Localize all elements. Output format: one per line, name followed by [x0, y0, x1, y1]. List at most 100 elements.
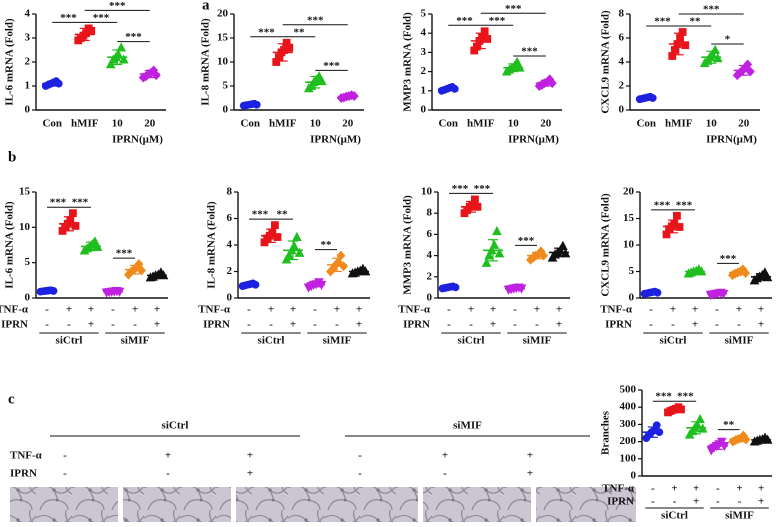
significance-label: ** [690, 16, 702, 28]
condition-mark: - [535, 319, 539, 331]
subgroup-label: siCtrl [661, 510, 688, 522]
x-tick-label: Con [42, 118, 62, 130]
panel-label: b [8, 149, 16, 165]
condition-mark: - [133, 319, 137, 331]
dot [116, 42, 126, 52]
y-tick-label: 4 [227, 239, 233, 251]
significance-label: *** [307, 14, 324, 26]
y-tick-label: 20 [217, 8, 229, 20]
condition-mark: + [88, 319, 94, 331]
y-tick-label: 10 [623, 239, 635, 251]
dot [673, 211, 681, 220]
y-axis-label: IL-8 mRNA (Fold) [206, 201, 218, 289]
y-tick-label: 0 [427, 292, 433, 304]
y-axis-label: IL-6 mRNA (Fold) [4, 18, 16, 106]
y-tick-label: 5 [223, 80, 229, 92]
y-tick-label: 15 [19, 186, 31, 198]
condition-mark: + [165, 450, 171, 462]
y-axis-label: MMP3 mRNA (Fold) [402, 12, 414, 112]
subgroup-label: siMIF [523, 335, 552, 347]
dot [492, 225, 502, 236]
significance-label: ** [723, 419, 735, 431]
condition-mark: + [758, 496, 764, 508]
condition-mark: + [490, 319, 496, 331]
y-tick-label: 10 [217, 56, 229, 68]
significance-label: *** [60, 12, 77, 24]
y-tick-label: 5 [421, 8, 427, 20]
condition-mark: + [692, 304, 698, 316]
x-tick-label: hMIF [269, 118, 297, 130]
y-tick-label: 4 [427, 249, 433, 261]
condition-mark: + [290, 304, 296, 316]
micrographs [10, 487, 636, 522]
subgroup-label: siCtrl [56, 335, 83, 347]
significance-label: *** [654, 16, 671, 28]
significance-label: *** [109, 0, 126, 12]
panel-label: a [202, 0, 210, 13]
condition-label: TNF-α [0, 304, 29, 316]
condition-mark: + [736, 483, 742, 495]
micrograph [423, 487, 531, 522]
significance-label: *** [93, 12, 110, 24]
x-group-label: IPRN(μM) [310, 134, 361, 146]
condition-label: TNF-α [398, 304, 431, 316]
condition-mark: + [693, 496, 699, 508]
dot [558, 240, 568, 250]
condition-mark: - [738, 496, 742, 508]
y-tick-label: 3 [421, 46, 427, 58]
condition-mark: - [469, 319, 473, 331]
y-tick-label: 10 [19, 221, 31, 233]
condition-mark: + [268, 304, 274, 316]
y-axis-label: MMP3 mRNA (Fold) [402, 195, 414, 295]
x-tick-label: 20 [144, 118, 156, 130]
dot [494, 248, 505, 258]
condition-mark: + [693, 483, 699, 495]
y-tick-label: 500 [620, 384, 637, 396]
y-tick-label: 200 [620, 435, 637, 447]
dot [90, 236, 100, 246]
condition-mark: - [671, 319, 675, 331]
significance-label: *** [323, 60, 340, 72]
dot [480, 27, 489, 36]
y-tick-label: 0 [631, 470, 637, 482]
condition-label: TNF-α [600, 304, 633, 316]
condition-mark: + [736, 304, 742, 316]
condition-mark: + [154, 304, 160, 316]
y-tick-label: 1 [421, 84, 427, 96]
y-tick-label: 3 [25, 32, 31, 44]
condition-mark: + [556, 319, 562, 331]
y-tick-label: 1 [25, 80, 31, 92]
micrograph [310, 487, 418, 522]
dot [695, 413, 705, 424]
condition-mark: - [358, 468, 362, 480]
condition-mark: - [111, 319, 115, 331]
significance-label: *** [474, 183, 491, 195]
condition-mark: - [166, 468, 170, 480]
condition-mark: + [132, 304, 138, 316]
y-tick-label: 8 [227, 186, 233, 198]
condition-label: IPRN [10, 468, 37, 480]
condition-mark: + [556, 304, 562, 316]
y-axis-label: Branches [600, 410, 612, 455]
y-tick-label: 20 [623, 186, 635, 198]
x-group-label: IPRN(μM) [706, 134, 757, 146]
y-tick-label: 0 [25, 292, 31, 304]
condition-mark: + [334, 304, 340, 316]
condition-mark: - [443, 468, 447, 480]
y-tick-label: 100 [620, 452, 637, 464]
y-tick-label: 15 [217, 32, 229, 44]
significance-label: ** [294, 26, 306, 38]
y-tick-label: 5 [25, 256, 31, 268]
dot [471, 195, 479, 204]
dot [678, 28, 687, 36]
condition-mark: - [313, 319, 317, 331]
x-group-label: IPRN(μM) [508, 134, 559, 146]
significance-label: *** [125, 31, 142, 43]
x-tick-label: 20 [540, 118, 552, 130]
condition-mark: - [447, 319, 451, 331]
significance-label: *** [720, 253, 737, 265]
condition-mark: + [247, 468, 253, 480]
condition-mark: - [63, 468, 67, 480]
y-tick-label: 8 [427, 207, 433, 219]
